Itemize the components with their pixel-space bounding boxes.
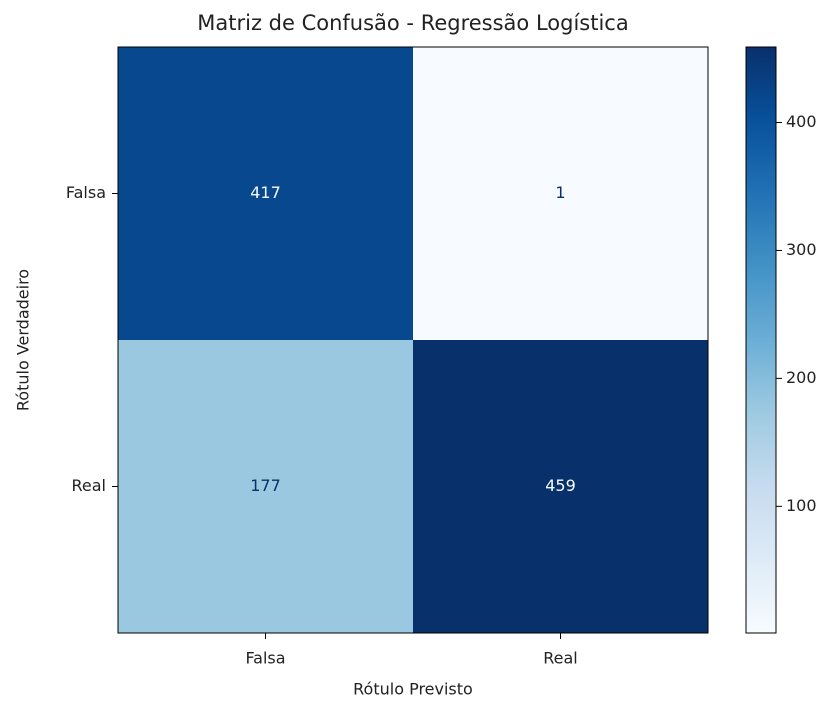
chart-title: Matriz de Confusão - Regressão Logística (197, 11, 628, 35)
colorbar-tick-label: 400 (786, 112, 817, 131)
colorbar-tick-label: 300 (786, 240, 817, 259)
cell (118, 340, 413, 633)
x-tick-label: Falsa (245, 649, 285, 668)
y-tick-label: Real (72, 476, 107, 495)
colorbar-tick-label: 200 (786, 368, 817, 387)
cell (413, 340, 708, 633)
plot-frame (117, 46, 709, 634)
colorbar-tick-label: 100 (786, 496, 817, 515)
cell (118, 47, 413, 340)
y-axis-label: Rótulo Verdadeiro (14, 269, 33, 411)
x-tick-label: Real (543, 649, 578, 668)
cell-label: 459 (545, 476, 576, 495)
x-axis-label: Rótulo Previsto (353, 680, 473, 699)
cell-label: 177 (250, 476, 281, 495)
cell-label: 417 (250, 183, 281, 202)
cell-label: 1 (555, 183, 565, 202)
colorbar (745, 46, 777, 634)
y-tick-label: Falsa (66, 183, 106, 202)
cell (413, 47, 708, 340)
